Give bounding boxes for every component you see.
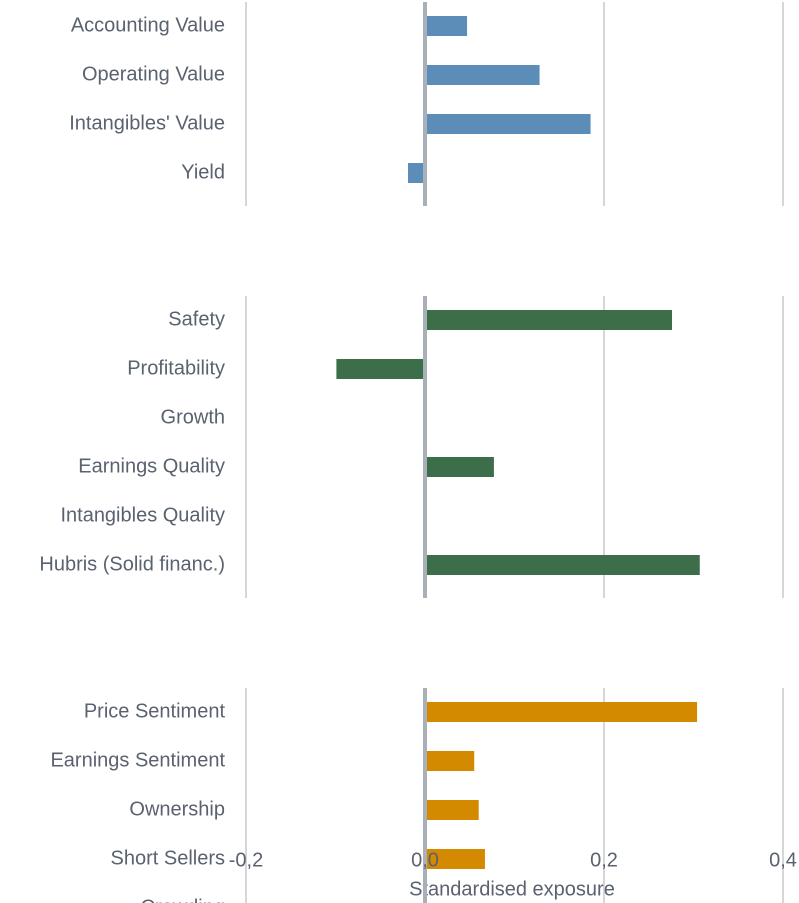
bar [425, 751, 475, 771]
y-tick-label: Intangibles' Value [69, 112, 225, 134]
bar [425, 16, 468, 36]
y-tick-label: Safety [168, 308, 225, 330]
bar [425, 114, 591, 134]
y-tick-label: Operating Value [82, 63, 225, 85]
x-tick-label: 0,0 [411, 849, 439, 871]
y-tick-label: Ownership [129, 798, 225, 820]
bar [425, 849, 485, 869]
x-tick-label: -0,2 [229, 849, 263, 871]
y-tick-label: Short Sellers [111, 847, 226, 869]
bar [407, 163, 425, 183]
bar [425, 457, 494, 477]
bar [425, 65, 540, 85]
bar [425, 800, 479, 820]
y-tick-label: Hubris (Solid financ.) [39, 553, 225, 575]
y-tick-label: Earnings Quality [78, 455, 225, 477]
bar [336, 359, 425, 379]
x-tick-label: 0,4 [769, 849, 797, 871]
bar [425, 702, 698, 722]
y-tick-label: Earnings Sentiment [50, 749, 225, 771]
y-tick-label: Yield [181, 161, 225, 183]
x-tick-label: 0,2 [590, 849, 618, 871]
x-axis-label: Standardised exposure [409, 878, 615, 900]
bar [425, 555, 700, 575]
y-tick-label: Growth [161, 406, 225, 428]
y-tick-label: Intangibles Quality [60, 504, 225, 526]
bar [425, 310, 673, 330]
y-tick-label: Price Sentiment [84, 700, 226, 722]
y-tick-label: Accounting Value [71, 14, 225, 36]
y-tick-label: Profitability [127, 357, 225, 379]
y-tick-label: Crowding [141, 896, 225, 903]
